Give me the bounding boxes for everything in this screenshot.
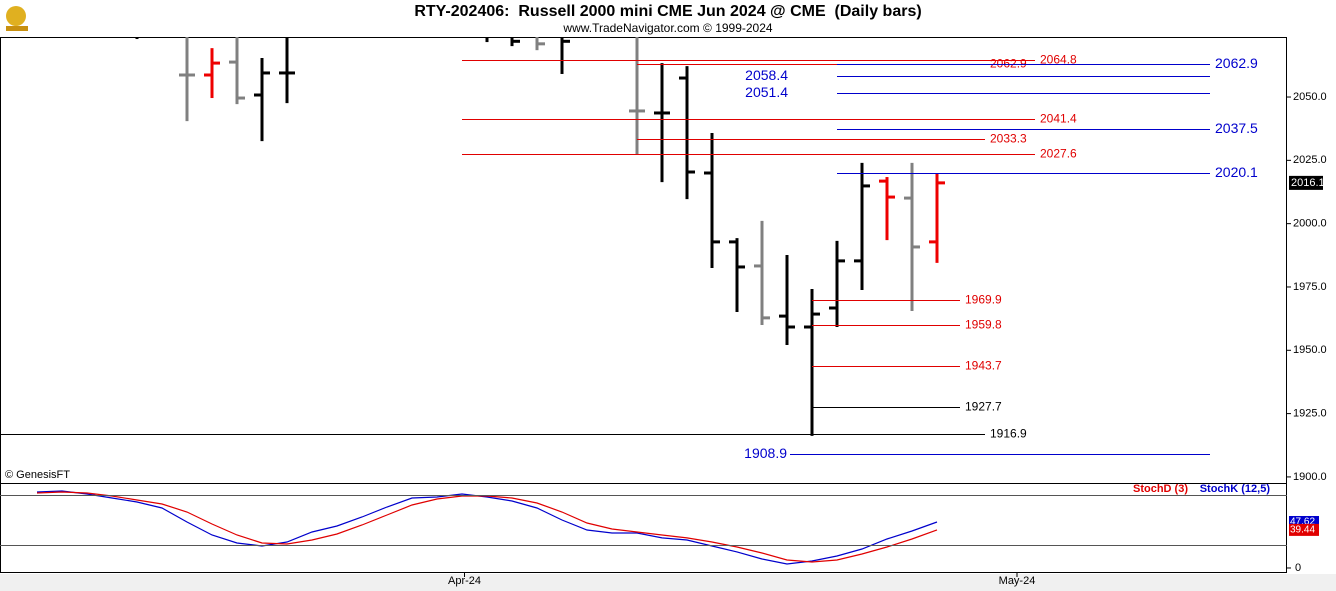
level-label: 2033.3 (990, 132, 1027, 146)
chart-subtitle: www.TradeNavigator.com © 1999-2024 (562, 21, 772, 35)
level-label: 1927.7 (965, 400, 1002, 414)
x-axis-area (0, 574, 1336, 591)
stochastic-panel (36, 490, 938, 565)
level-label: 1916.9 (990, 427, 1027, 441)
level-label: 1908.9 (744, 445, 787, 461)
y-tick-label: 0 (1295, 562, 1301, 574)
level-label: 1969.9 (965, 293, 1002, 307)
y-tick-label: 1925.0 (1293, 408, 1327, 420)
x-tick-label: Apr-24 (448, 575, 481, 587)
level-label: 2037.5 (1215, 120, 1258, 136)
level-label: 2020.1 (1215, 164, 1258, 180)
stoch-line (36, 490, 938, 565)
x-tick-label: May-24 (999, 575, 1036, 587)
level-label: 2058.4 (745, 67, 788, 83)
header (0, 0, 1336, 37)
y-tick-label: 1900.0 (1293, 471, 1327, 483)
last-value-label: 47.62 (1290, 517, 1315, 528)
stoch-line (36, 491, 938, 563)
last-value-box (1289, 523, 1319, 536)
plot-frame (0, 37, 1287, 573)
level-label: 2064.8 (1040, 53, 1077, 67)
chart-title: RTY-202406: Russell 2000 mini CME Jun 20… (414, 3, 921, 20)
legend-entry: StochD (3) (1133, 483, 1188, 495)
y-tick-label: 2050.0 (1293, 91, 1327, 103)
last-value-label: 39.44 (1290, 525, 1315, 536)
price-panel (135, 37, 945, 436)
logo (6, 6, 28, 31)
watermark: © GenesisFT (5, 469, 70, 481)
last-price-label: 2016.1 (1291, 177, 1325, 189)
y-tick-label: 2000.0 (1293, 218, 1327, 230)
y-tick-label: 2025.0 (1293, 154, 1327, 166)
level-label: 2062.9 (1215, 55, 1258, 71)
level-label: 1943.7 (965, 359, 1002, 373)
level-label: 1959.8 (965, 318, 1002, 332)
legend-entry: StochK (12,5) (1200, 483, 1271, 495)
last-price-box (1289, 175, 1323, 190)
y-tick-label: 1975.0 (1293, 281, 1327, 293)
level-label: 2051.4 (745, 84, 788, 100)
y-tick-label: 1950.0 (1293, 344, 1327, 356)
level-label: 2027.6 (1040, 147, 1077, 161)
level-label: 2041.4 (1040, 112, 1077, 126)
level-label: 2062.9 (990, 57, 1027, 71)
